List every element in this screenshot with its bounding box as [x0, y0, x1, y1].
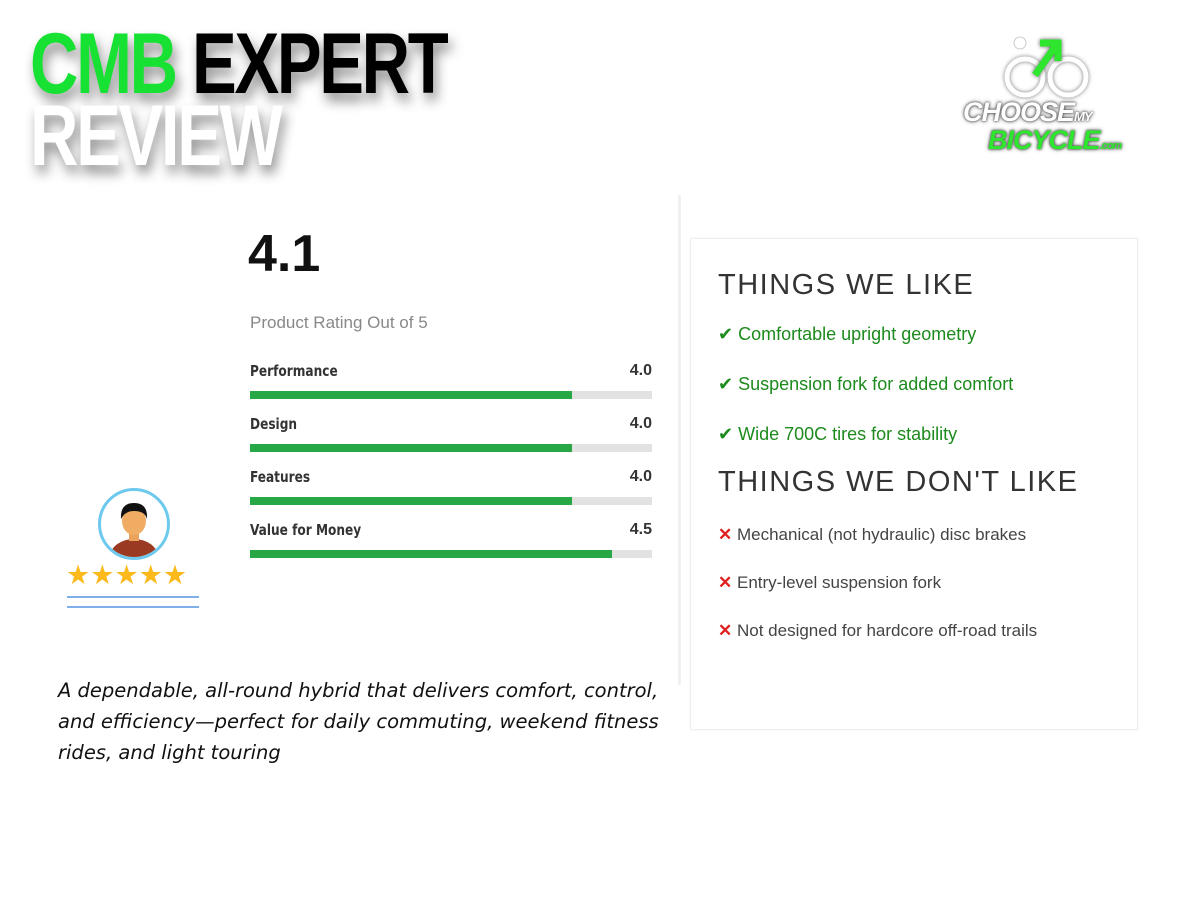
dislike-text: Entry-level suspension fork [736, 573, 942, 592]
rating-bar-fill [250, 444, 572, 452]
rating-label: Features [250, 468, 311, 486]
dislike-item: ✕ Entry-level suspension fork [718, 573, 1137, 621]
star-rating: ★★★★★ [66, 560, 187, 591]
choosemybicycle-logo: CHOOSEMY BICYCLE.com [960, 35, 1160, 160]
dislike-text: Mechanical (not hydraulic) disc brakes [736, 525, 1027, 544]
rating-label: Value for Money [250, 521, 362, 539]
rating-bar-fill [250, 550, 612, 558]
review-heading: CMB EXPERT REVIEW [30, 21, 449, 184]
rating-subtitle: Product Rating Out of 5 [250, 313, 428, 332]
logo-text-my: MY [1074, 109, 1092, 124]
likes-title: THINGS WE LIKE [718, 269, 975, 301]
heading-review: REVIEW [30, 88, 283, 184]
dislike-item: ✕ Not designed for hardcore off-road tra… [718, 621, 1137, 669]
dislike-text: Not designed for hardcore off-road trail… [736, 621, 1038, 640]
rating-value: 4.0 [629, 415, 652, 432]
rating-row: Features 4.0 [250, 468, 652, 521]
cross-icon: ✕ [718, 573, 733, 592]
logo-text-com: .com [1099, 140, 1123, 152]
like-text: Suspension fork for added comfort [738, 374, 1014, 394]
cross-icon: ✕ [718, 621, 733, 640]
like-item: ✔ Suspension fork for added comfort [718, 374, 1137, 424]
rating-bar-fill [250, 391, 572, 399]
dislike-item: ✕ Mechanical (not hydraulic) disc brakes [718, 525, 1137, 573]
rating-bar-fill [250, 497, 572, 505]
divider-line [67, 596, 199, 598]
star-icon: ★ [162, 560, 188, 590]
dislikes-title: THINGS WE DON'T LIKE [718, 466, 1079, 498]
rating-bar [250, 391, 652, 399]
bicycle-icon [1004, 36, 1089, 98]
logo-text-bicycle: BICYCLE [988, 125, 1101, 155]
logo-text-choose: CHOOSE [963, 97, 1075, 127]
rating-bar [250, 444, 652, 452]
check-icon: ✔ [718, 424, 734, 444]
check-icon: ✔ [718, 374, 734, 394]
rating-row: Design 4.0 [250, 415, 652, 468]
rating-label: Performance [250, 362, 338, 380]
review-summary: A dependable, all-round hybrid that deli… [58, 679, 659, 764]
pros-cons-card: THINGS WE LIKE ✔ Comfortable upright geo… [690, 238, 1138, 730]
heading-expert: EXPERT [192, 16, 449, 112]
check-icon: ✔ [718, 324, 734, 344]
rating-row: Performance 4.0 [250, 362, 652, 415]
heading-cmb: CMB [30, 16, 178, 112]
like-item: ✔ Wide 700C tires for stability [718, 424, 1137, 474]
star-icon: ★ [114, 560, 139, 590]
rating-bar [250, 497, 652, 505]
vertical-divider [678, 195, 681, 685]
rating-bar [250, 550, 652, 558]
star-icon: ★ [66, 560, 91, 590]
divider-line [67, 606, 199, 608]
rating-label: Design [250, 415, 298, 433]
cross-icon: ✕ [718, 525, 733, 544]
like-text: Comfortable upright geometry [738, 324, 977, 344]
star-icon: ★ [90, 560, 115, 590]
rating-value: 4.0 [629, 362, 652, 379]
star-icon: ★ [138, 560, 163, 590]
rating-row: Value for Money 4.5 [250, 521, 652, 574]
rating-value: 4.5 [629, 521, 652, 538]
like-text: Wide 700C tires for stability [738, 424, 958, 444]
reviewer-avatar [98, 488, 170, 560]
rating-value: 4.0 [629, 468, 652, 485]
overall-score: 4.1 [248, 225, 321, 283]
like-item: ✔ Comfortable upright geometry [718, 324, 1137, 374]
rating-breakdown: Performance 4.0 Design 4.0 Features 4.0 Value … [250, 362, 652, 574]
